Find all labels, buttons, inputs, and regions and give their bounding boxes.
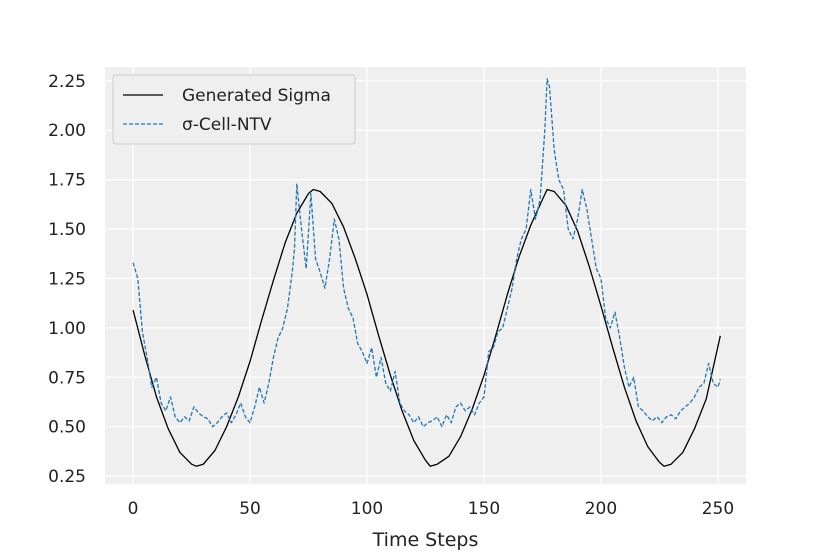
y-tick-label: 1.50 (48, 220, 86, 240)
y-tick-labels: 0.25 0.50 0.75 1.00 1.25 1.50 1.75 2.00 2.25 (48, 72, 86, 487)
x-axis-label: Time Steps (372, 529, 479, 551)
legend-label-cell-ntv: σ-Cell-NTV (182, 115, 272, 135)
x-tick-label: 100 (351, 499, 383, 519)
x-tick-label: 200 (585, 499, 617, 519)
x-tick-label: 250 (702, 499, 734, 519)
y-tick-label: 0.25 (48, 467, 86, 487)
x-tick-label: 50 (239, 499, 261, 519)
legend: Generated Sigma σ-Cell-NTV (112, 74, 356, 145)
y-tick-label: 1.00 (48, 319, 86, 339)
y-tick-label: 0.50 (48, 418, 86, 438)
legend-label-generated-sigma: Generated Sigma (182, 86, 331, 106)
x-tick-label: 0 (128, 499, 139, 519)
grid-lines (105, 67, 746, 484)
series-line-generated-sigma (132, 188, 721, 467)
y-tick-label: 0.75 (48, 368, 86, 388)
y-tick-label: 2.00 (48, 121, 86, 141)
y-tick-label: 1.25 (48, 269, 86, 289)
y-tick-label: 2.25 (48, 72, 86, 92)
series-layer (132, 78, 721, 467)
x-tick-labels: 0 50 100 150 200 250 (128, 499, 734, 519)
y-tick-label: 1.75 (48, 171, 86, 191)
legend-box (112, 74, 356, 145)
x-tick-label: 150 (468, 499, 500, 519)
